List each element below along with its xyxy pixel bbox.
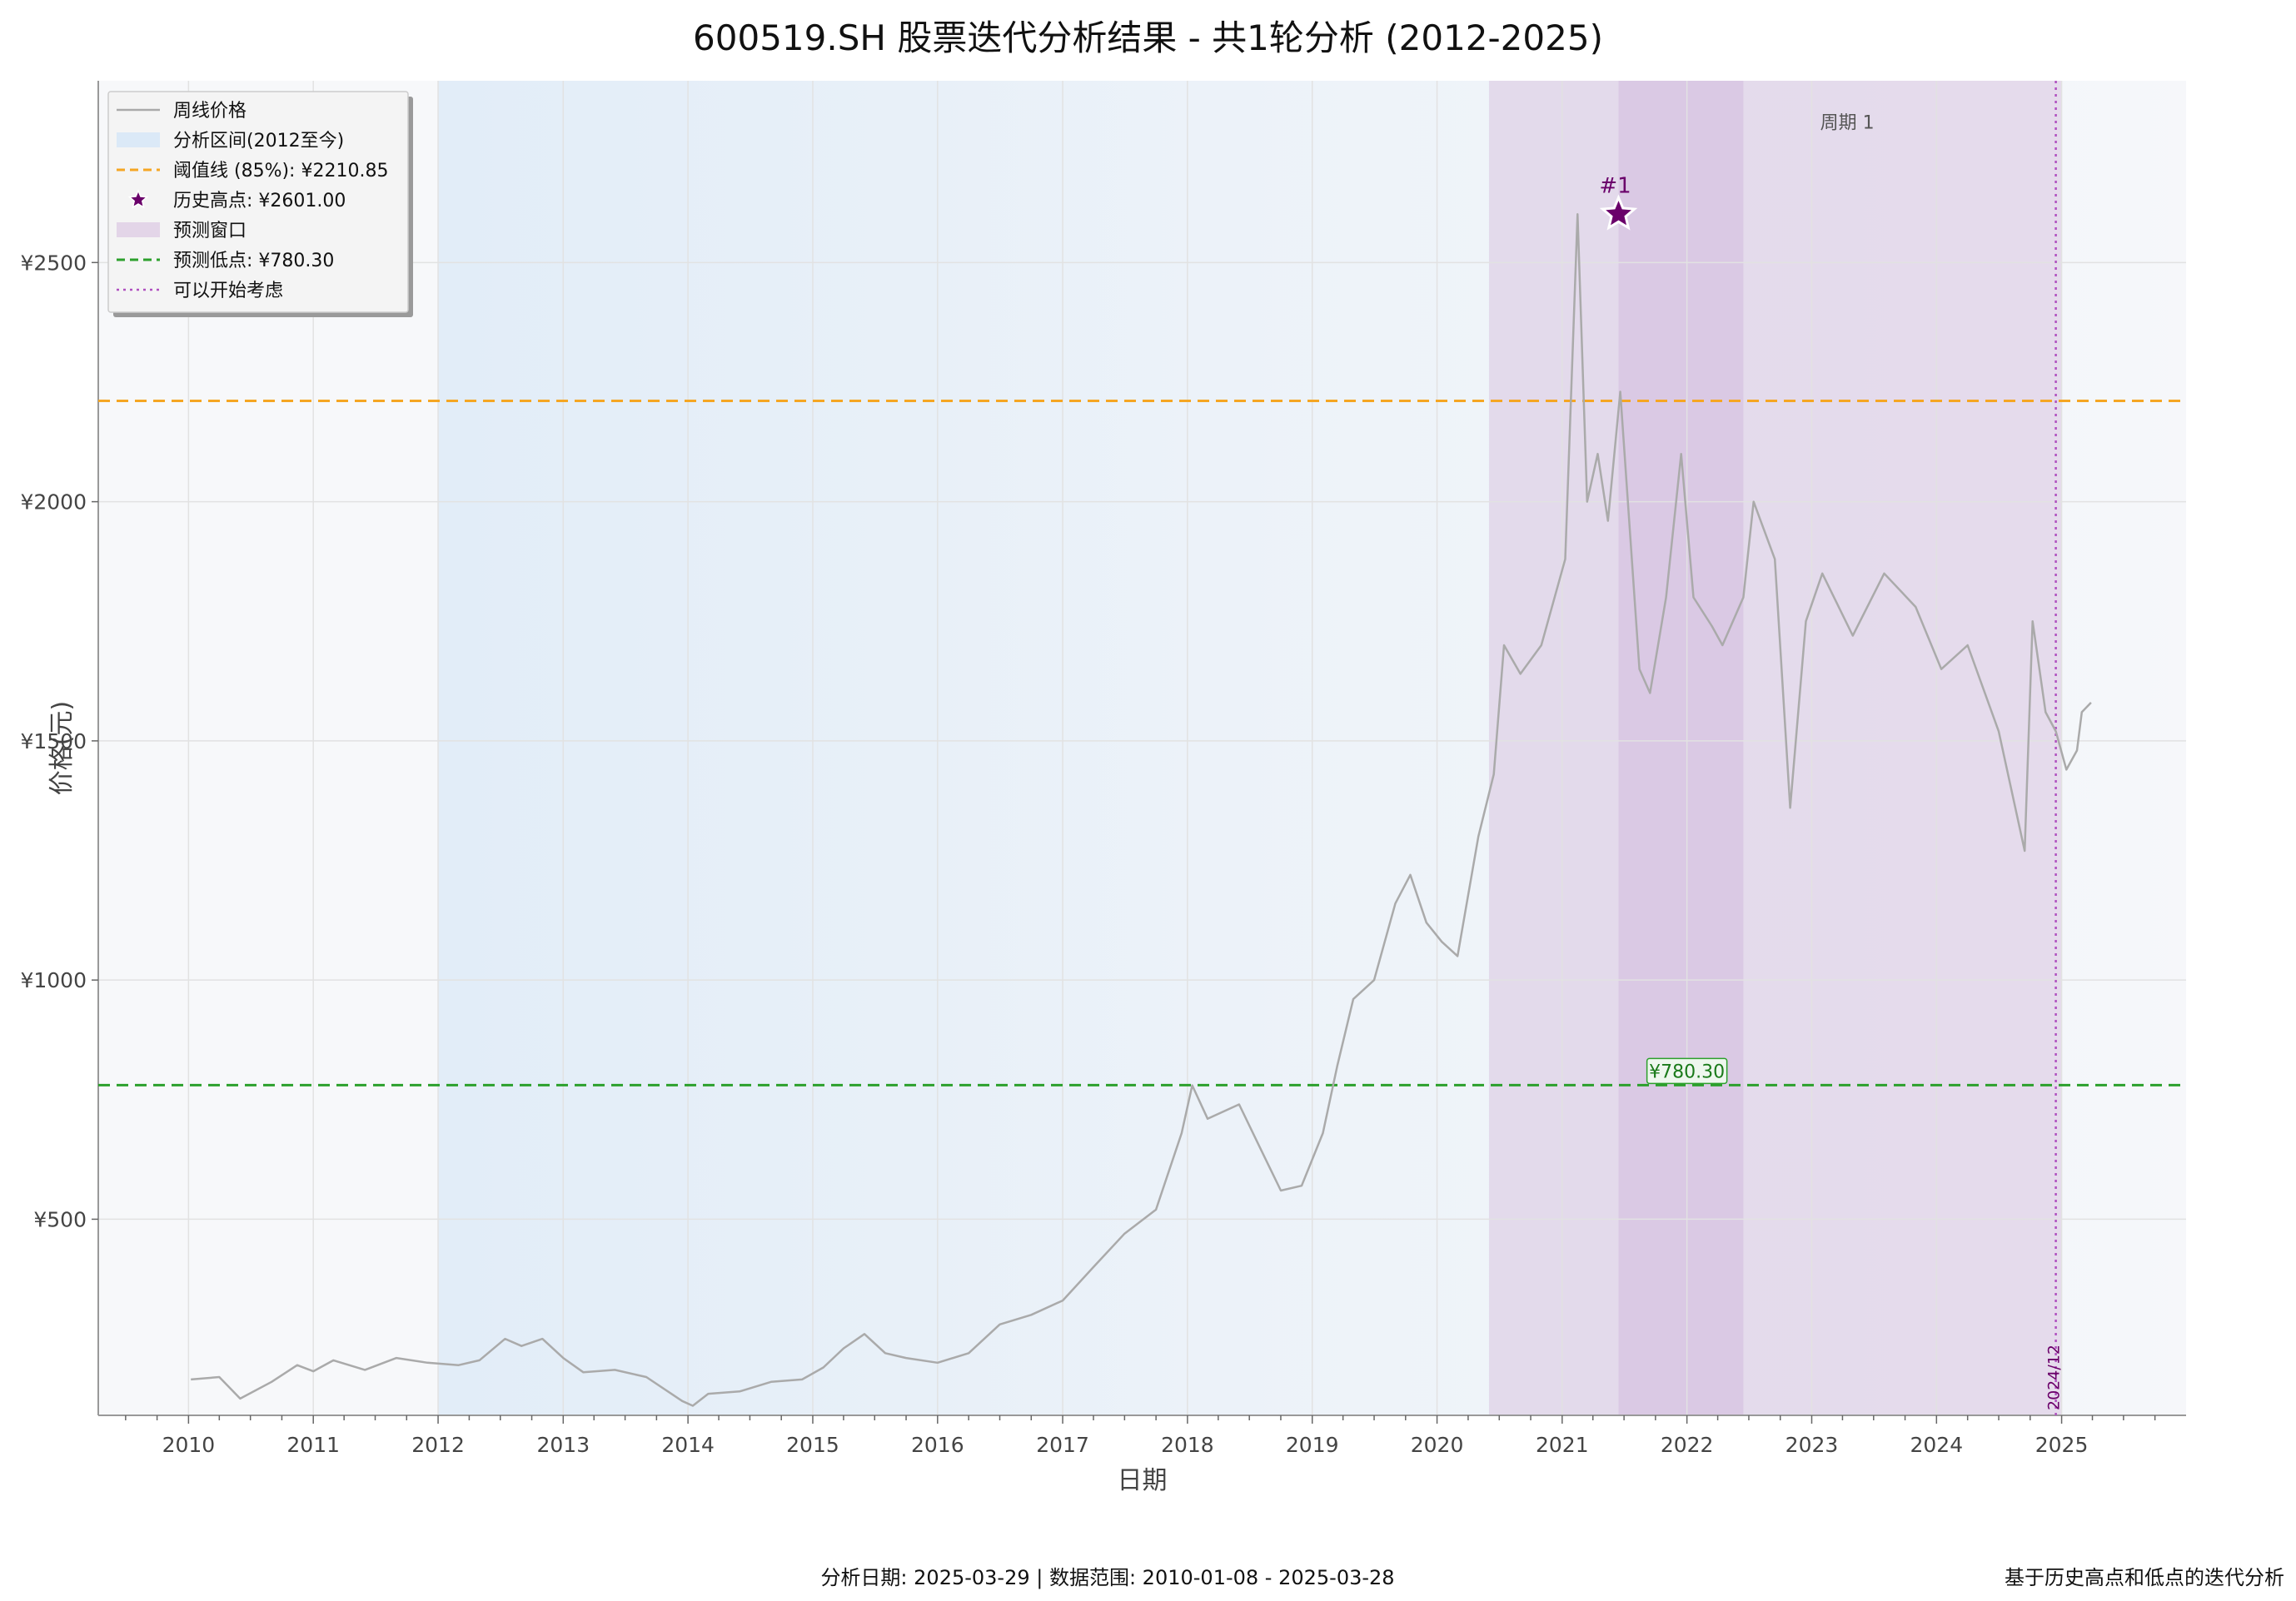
price-series-line — [191, 213, 2092, 1407]
y-tick-label: ¥1000 — [20, 968, 87, 992]
low-label-box — [1646, 1057, 1728, 1085]
x-tick-label: 2021 — [1536, 1433, 1589, 1457]
x-axis-label: 日期 — [1118, 1466, 1168, 1495]
legend-label: 可以开始考虑 — [173, 281, 283, 301]
x-tick-label: 2014 — [661, 1433, 715, 1457]
legend-label: 阈值线 (85%): ¥2210.85 — [173, 161, 388, 181]
legend-box — [107, 91, 409, 313]
x-tick-label: 2022 — [1661, 1433, 1714, 1457]
legend-label: 分析区间(2012至今) — [173, 131, 344, 152]
x-tick-label: 2010 — [162, 1433, 216, 1457]
x-tick-label: 2023 — [1786, 1433, 1839, 1457]
legend-label: 预测低点: ¥780.30 — [173, 251, 334, 271]
x-tick-label: 2011 — [286, 1433, 340, 1457]
chart-title: 600519.SH 股票迭代分析结果 - 共1轮分析 (2012-2025) — [693, 17, 1603, 58]
x-tick-label: 2020 — [1411, 1433, 1464, 1457]
cycle-label: 周期 1 — [1820, 112, 1875, 133]
x-tick-label: 2025 — [2035, 1433, 2089, 1457]
legend-swatch-window — [117, 222, 160, 237]
vline-label: 2024/12 — [2045, 1345, 2064, 1410]
x-tick-label: 2013 — [536, 1433, 590, 1457]
x-tick-label: 2015 — [786, 1433, 839, 1457]
footer-analysis-info: 分析日期: 2025-03-29 | 数据范围: 2010-01-08 - 20… — [820, 1566, 1395, 1589]
y-tick-label: ¥1500 — [20, 729, 87, 753]
legend-label: 预测窗口 — [173, 221, 247, 241]
legend-swatch-peak — [127, 189, 149, 209]
y-tick-label: ¥2500 — [20, 251, 87, 275]
x-tick-label: 2024 — [1910, 1433, 1964, 1457]
peak-star-marker — [1599, 194, 1638, 231]
x-tick-label: 2016 — [911, 1433, 964, 1457]
prediction-window — [1488, 81, 2062, 1415]
y-tick-label: ¥500 — [33, 1207, 87, 1231]
legend-swatch-analysis — [117, 132, 160, 147]
low-label: ¥780.30 — [1649, 1062, 1725, 1082]
x-tick-label: 2019 — [1286, 1433, 1339, 1457]
legend-label: 历史高点: ¥2601.00 — [173, 191, 346, 211]
y-axis-label: 价格(元) — [47, 701, 77, 795]
x-tick-label: 2018 — [1161, 1433, 1214, 1457]
y-tick-label: ¥2000 — [20, 490, 87, 515]
x-tick-label: 2012 — [411, 1433, 465, 1457]
footer-method-note: 基于历史高点和低点的迭代分析 — [2005, 1566, 2284, 1589]
x-tick-label: 2017 — [1036, 1433, 1089, 1457]
legend-label: 周线价格 — [173, 101, 247, 122]
peak-label: #1 — [1599, 173, 1631, 198]
prediction-window-core — [1618, 81, 1744, 1415]
